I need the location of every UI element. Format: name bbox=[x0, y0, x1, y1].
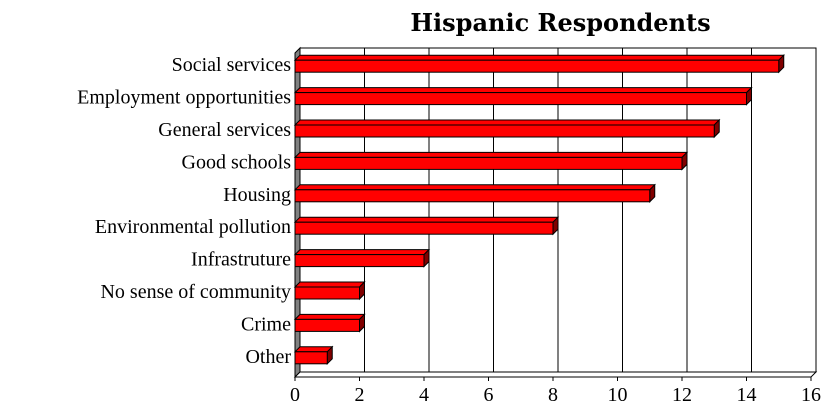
bar-top-face bbox=[293, 119, 721, 126]
bar bbox=[294, 189, 651, 203]
category-label: General services bbox=[158, 119, 291, 141]
category-label: Social services bbox=[172, 54, 292, 76]
category-label: No sense of community bbox=[100, 281, 291, 303]
bar bbox=[294, 286, 360, 300]
bar bbox=[294, 254, 425, 268]
bar bbox=[294, 124, 715, 138]
floor bbox=[293, 371, 818, 378]
category-label: Employment opportunities bbox=[77, 87, 291, 109]
bar-top-face bbox=[293, 216, 560, 223]
bar-top-face bbox=[293, 151, 689, 158]
category-label: Housing bbox=[223, 184, 291, 206]
bar-top-face bbox=[293, 54, 785, 61]
bar bbox=[294, 318, 360, 332]
category-label: Good schools bbox=[182, 151, 292, 173]
bar-top-face bbox=[293, 281, 366, 288]
bar-top-face bbox=[293, 249, 431, 256]
bar-top-face bbox=[293, 87, 753, 94]
category-label: Other bbox=[245, 346, 291, 368]
bar-top-face bbox=[293, 313, 366, 320]
x-tick-label: 4 bbox=[419, 384, 429, 406]
category-label: Crime bbox=[241, 313, 291, 335]
bar bbox=[294, 351, 328, 365]
x-tick-label: 16 bbox=[801, 384, 821, 406]
x-tick-label: 12 bbox=[672, 384, 692, 406]
bar bbox=[294, 59, 780, 73]
category-label: Infrastruture bbox=[191, 249, 291, 271]
bar-top-face bbox=[293, 184, 656, 191]
x-tick-label: 8 bbox=[548, 384, 558, 406]
x-tick-label: 2 bbox=[355, 384, 365, 406]
bar bbox=[294, 92, 747, 106]
chart-title: Hispanic Respondents bbox=[410, 8, 711, 37]
x-tick-label: 10 bbox=[608, 384, 628, 406]
bar bbox=[294, 221, 554, 235]
x-tick-label: 14 bbox=[737, 384, 757, 406]
x-tick-label: 6 bbox=[484, 384, 494, 406]
x-tick-label: 0 bbox=[290, 384, 300, 406]
category-label: Environmental pollution bbox=[95, 216, 291, 238]
bar-top-face bbox=[293, 346, 334, 353]
bar bbox=[294, 156, 683, 170]
